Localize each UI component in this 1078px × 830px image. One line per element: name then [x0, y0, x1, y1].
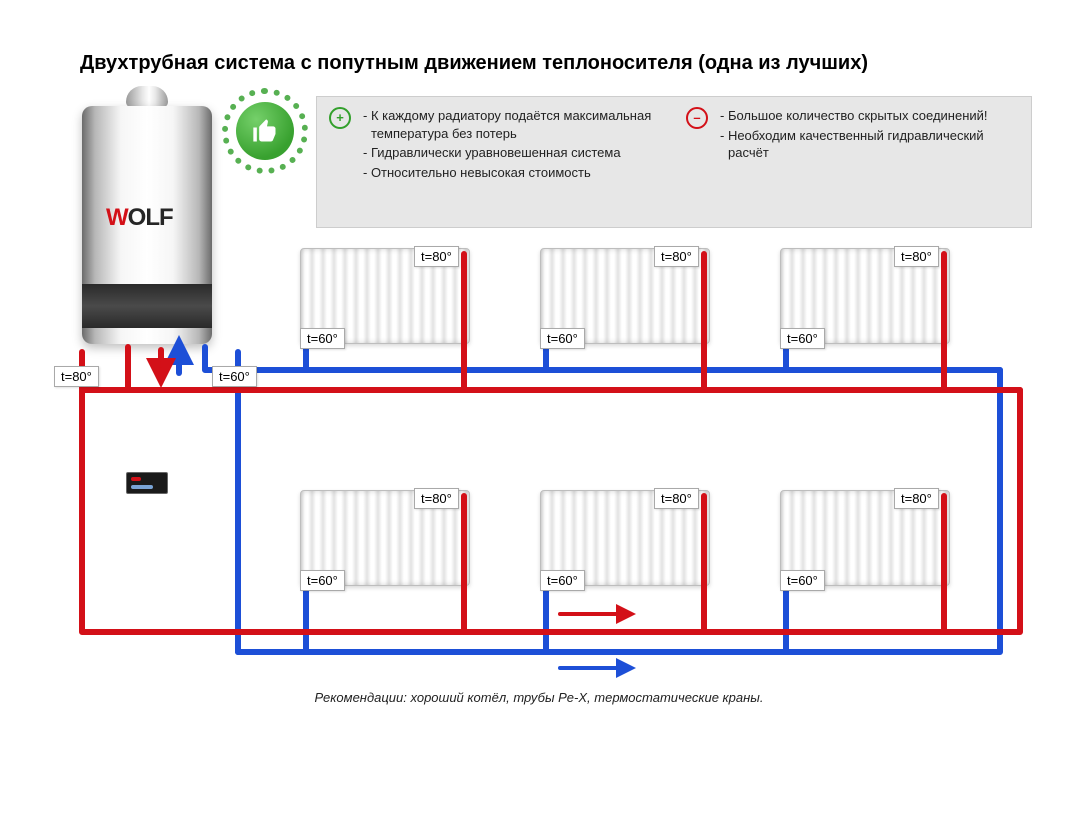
pro-item: - К каждому радиатору подаётся максималь…	[363, 107, 660, 142]
cons-column: – - Большое количество скрытых соединени…	[674, 97, 1031, 227]
boiler-body: WOLF	[82, 106, 212, 344]
temp-label: t=60°	[540, 328, 585, 349]
temp-label: t=80°	[654, 488, 699, 509]
page-title: Двухтрубная система с попутным движением…	[80, 52, 868, 75]
temp-label: t=60°	[300, 570, 345, 591]
boiler-flue	[126, 86, 168, 108]
temp-label: t=60°	[780, 570, 825, 591]
temp-label-return-boiler: t=60°	[212, 366, 257, 387]
flow-arrow-down-icon: ↓	[157, 356, 164, 372]
temp-label: t=60°	[780, 328, 825, 349]
temp-label: t=80°	[894, 488, 939, 509]
footnote: Рекомендации: хороший котёл, трубы Pe-X,…	[0, 690, 1078, 705]
temp-label: t=60°	[540, 570, 585, 591]
recommended-stamp	[222, 88, 308, 174]
pros-column: + - К каждому радиатору подаётся максима…	[317, 97, 674, 227]
plus-icon: +	[329, 107, 351, 129]
flow-arrow-up-icon: ↑	[175, 356, 182, 372]
con-item: - Большое количество скрытых соединений!	[720, 107, 1017, 125]
temp-label: t=80°	[654, 246, 699, 267]
boiler-display	[126, 472, 168, 494]
thumbs-up-icon	[251, 117, 279, 145]
pros-cons-panel: + - К каждому радиатору подаётся максима…	[316, 96, 1032, 228]
temp-label-supply-boiler: t=80°	[54, 366, 99, 387]
con-item: - Необходим качественный гидравлический …	[720, 127, 1017, 162]
temp-label: t=80°	[414, 488, 459, 509]
boiler-control-strip	[82, 284, 212, 328]
temp-label: t=80°	[894, 246, 939, 267]
pro-item: - Гидравлически уравновешенная система	[363, 144, 660, 162]
temp-label: t=60°	[300, 328, 345, 349]
boiler-logo: WOLF	[106, 204, 173, 232]
pro-item: - Относительно невысокая стоимость	[363, 164, 660, 182]
temp-label: t=80°	[414, 246, 459, 267]
minus-icon: –	[686, 107, 708, 129]
boiler: WOLF	[82, 94, 212, 344]
